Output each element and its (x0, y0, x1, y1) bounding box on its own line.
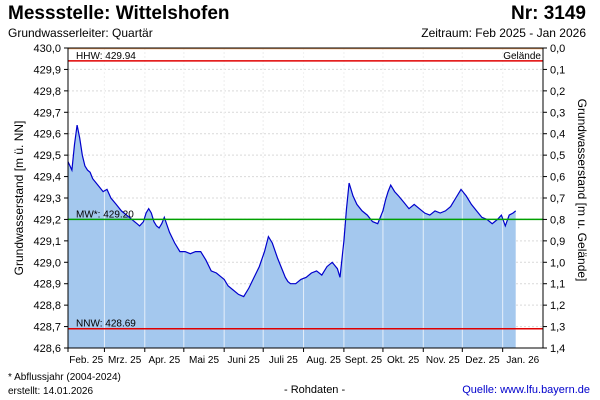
y2-tick-label: 1,4 (550, 343, 565, 355)
period-label: Zeitraum: Feb 2025 - Jan 2026 (421, 26, 586, 40)
y-tick-label: 429,9 (33, 64, 61, 76)
y-tick-label: 429,6 (33, 129, 61, 141)
x-tick-label: Feb. 25 (69, 355, 103, 366)
y-tick-label: 429,8 (33, 86, 61, 98)
y-tick-label: 428,8 (33, 300, 61, 312)
y-tick-label: 428,9 (33, 279, 61, 291)
y-tick-label: 428,7 (33, 322, 61, 334)
reference-label: NNW: 428.69 (76, 319, 136, 330)
y-tick-label: 429,3 (33, 193, 61, 205)
x-tick-label: Mai 25 (189, 355, 219, 366)
x-tick-label: Apr. 25 (148, 355, 180, 366)
reference-label: HHW: 429.94 (76, 51, 136, 62)
y2-tick-label: 0,8 (550, 214, 565, 226)
x-tick-label: Dez. 25 (465, 355, 500, 366)
reference-label: MW*: 429.20 (76, 209, 134, 220)
y2-tick-label: 0,9 (550, 236, 565, 248)
aquifer-label: Grundwasserleiter: Quartär (8, 26, 153, 40)
y2-tick-label: 1,0 (550, 257, 565, 269)
y-tick-label: 430,0 (33, 43, 61, 55)
chart-title: Messstelle: Wittelshofen (8, 3, 230, 24)
y2-tick-label: 0,6 (550, 172, 565, 184)
y2-tick-label: 0,7 (550, 193, 565, 205)
y-tick-label: 429,7 (33, 107, 61, 119)
y-tick-label: 429,1 (33, 236, 61, 248)
groundwater-area (68, 125, 516, 348)
x-tick-label: Nov. 25 (426, 355, 460, 366)
y2-tick-label: 1,3 (550, 322, 565, 334)
x-tick-label: Okt. 25 (387, 355, 420, 366)
y2-tick-label: 0,2 (550, 86, 565, 98)
x-tick-label: Jan. 26 (506, 355, 539, 366)
y-tick-label: 429,2 (33, 214, 61, 226)
y-tick-label: 428,6 (33, 343, 61, 355)
raw-data-note: - Rohdaten - (284, 384, 346, 396)
reference-lines: HHW: 429.94 MW*: 429.20 NNW: 428.69 Gelände (68, 47, 543, 330)
y-tick-label: 429,5 (33, 150, 61, 162)
x-axis: Feb. 25 Mrz. 25 Apr. 25 Mai 25 Juni 25 Juli 2… (67, 348, 540, 366)
source-link[interactable]: Quelle: www.lfu.bayern.de (462, 384, 590, 396)
y2-tick-label: 0,3 (550, 107, 565, 119)
y2-tick-label: 1,1 (550, 279, 565, 291)
y-axis-left: 428,6 428,7 428,8 428,9 429,0 429,1 429,2 429,3… (33, 43, 68, 355)
y2-tick-label: 1,2 (550, 300, 565, 312)
y2-tick-label: 0,5 (550, 150, 565, 162)
x-tick-label: Juni 25 (228, 355, 261, 366)
y2-tick-label: 0,4 (550, 129, 565, 141)
y2-axis-title: Grundwasserstand [m u. Gelände] (575, 99, 589, 282)
footnote: * Abflussjahr (2004-2024) (8, 372, 121, 383)
y2-tick-label: 0,1 (550, 64, 565, 76)
plot-area (67, 48, 517, 348)
y-tick-label: 429,0 (33, 257, 61, 269)
groundwater-line (67, 124, 517, 298)
x-tick-label: Mrz. 25 (108, 355, 142, 366)
y-axis-right: 1,4 1,3 1,2 1,1 1,0 0,9 0,8 0,7 0,6 0,5 0,4 0,3 0,2 0… (543, 43, 565, 355)
x-tick-label: Aug. 25 (306, 355, 341, 366)
x-tick-label: Juli 25 (269, 355, 298, 366)
y-axis-title: Grundwasserstand [m ü. NN] (12, 121, 26, 276)
gelaende-label: Gelände (503, 51, 541, 62)
x-tick-label: Sept. 25 (345, 355, 383, 366)
created-date: erstellt: 14.01.2026 (8, 386, 94, 397)
station-number: Nr: 3149 (511, 3, 586, 24)
y-tick-label: 429,4 (33, 172, 61, 184)
y2-tick-label: 0,0 (550, 43, 565, 55)
